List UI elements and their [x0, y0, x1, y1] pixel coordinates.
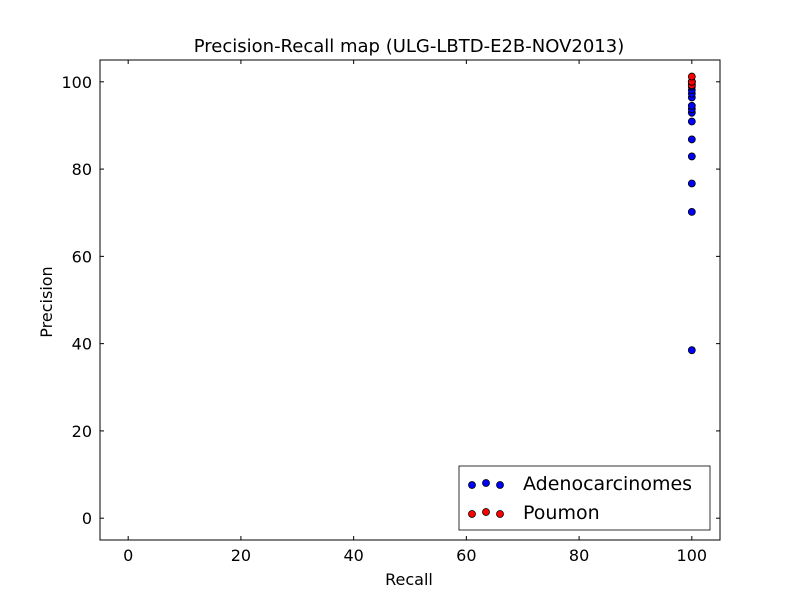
legend-label: Poumon [523, 502, 600, 524]
series-adenocarcinomes [687, 77, 696, 355]
x-tick-label: 60 [456, 546, 476, 565]
y-tick-label: 0 [82, 509, 92, 528]
plot-frame [99, 59, 721, 541]
x-tick-label: 20 [231, 546, 251, 565]
y-tick-label: 60 [72, 247, 92, 266]
legend-marker [468, 510, 476, 518]
data-point [687, 72, 696, 81]
series-poumon [687, 72, 696, 90]
data-point [687, 152, 696, 161]
y-tick-label: 20 [72, 422, 92, 441]
x-tick-label: 100 [677, 546, 708, 565]
data-point [687, 117, 696, 126]
y-axis-label: Precision [37, 266, 56, 337]
data-point [687, 101, 696, 110]
data-point [687, 135, 696, 144]
x-tick-label: 80 [569, 546, 589, 565]
chart-title: Precision-Recall map (ULG-LBTD-E2B-NOV20… [194, 36, 624, 57]
data-point [687, 207, 696, 216]
legend-label: Adenocarcinomes [523, 473, 692, 495]
points-layer [687, 72, 696, 355]
data-point [687, 179, 696, 188]
x-axis-label: Recall [385, 570, 433, 589]
ticks-layer: 0 20 40 60 80 100 0 20 40 60 80 100 [61, 60, 720, 565]
legend: Adenocarcinomes Poumon [458, 465, 711, 531]
legend-marker [468, 481, 476, 489]
legend-marker [482, 508, 490, 516]
x-tick-label: 40 [343, 546, 363, 565]
legend-marker [482, 479, 490, 487]
y-tick-label: 100 [61, 73, 92, 92]
x-tick-label: 0 [123, 546, 133, 565]
legend-box [458, 465, 711, 531]
y-tick-label: 80 [72, 160, 92, 179]
legend-marker [496, 481, 504, 489]
data-point [687, 346, 696, 355]
legend-marker [496, 510, 504, 518]
y-tick-label: 40 [72, 335, 92, 354]
